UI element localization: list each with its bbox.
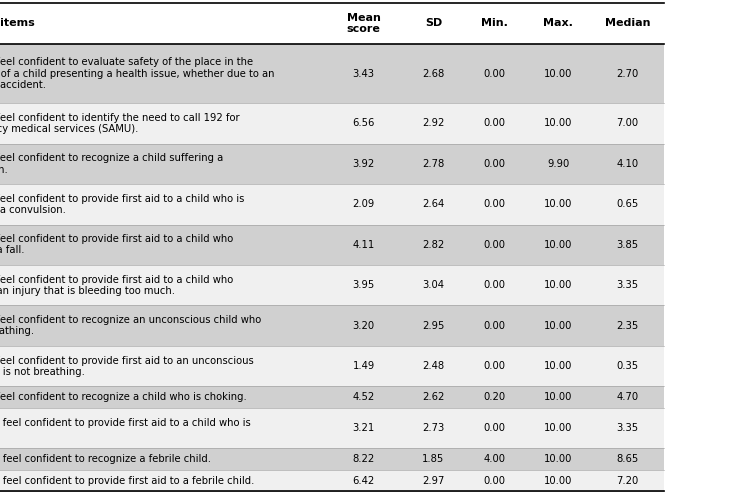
Text: 0.65: 0.65 [616,200,639,209]
Text: 3.21: 3.21 [353,423,374,433]
Text: 2.35: 2.35 [616,321,639,331]
Text: 2.68: 2.68 [422,69,445,79]
Text: 6.42: 6.42 [353,476,374,486]
Text: 4.11: 4.11 [353,240,374,250]
Text: 2.48: 2.48 [422,361,445,371]
Text: 3.85: 3.85 [616,240,639,250]
Text: Item 5: I feel confident to provide first aid to a child who
suffered a fall.: Item 5: I feel confident to provide firs… [0,234,233,256]
Text: Item 1: I feel confident to evaluate safety of the place in the
presence of a ch: Item 1: I feel confident to evaluate saf… [0,57,274,90]
Text: 10.00: 10.00 [544,118,572,129]
Text: Item 7: I feel confident to recognize an unconscious child who
is not breathing.: Item 7: I feel confident to recognize an… [0,315,261,336]
Text: 4.10: 4.10 [616,159,639,169]
Text: 8.65: 8.65 [616,454,639,464]
Text: 4.00: 4.00 [483,454,506,464]
Text: 2.62: 2.62 [422,392,445,402]
Text: 7.20: 7.20 [616,476,639,486]
Text: Item 11: I feel confident to recognize a febrile child.: Item 11: I feel confident to recognize a… [0,454,210,464]
Text: 2.78: 2.78 [422,159,445,169]
Text: 3.95: 3.95 [353,280,374,290]
Bar [0,225,664,265]
Text: 0.00: 0.00 [483,280,506,290]
Text: Median: Median [605,18,650,28]
Text: 10.00: 10.00 [544,454,572,464]
Text: 2.95: 2.95 [422,321,445,331]
Text: 2.64: 2.64 [422,200,445,209]
Bar [0,184,664,225]
Bar [0,346,664,387]
Text: 10.00: 10.00 [544,392,572,402]
Text: Item 2: I feel confident to identify the need to call 192 for
emergency medical : Item 2: I feel confident to identify the… [0,113,239,134]
Text: 10.00: 10.00 [544,476,572,486]
Text: 10.00: 10.00 [544,361,572,371]
Text: Item 12: I feel confident to provide first aid to a febrile child.: Item 12: I feel confident to provide fir… [0,476,254,486]
Text: 0.00: 0.00 [483,240,506,250]
Text: 4.52: 4.52 [353,392,374,402]
Text: Item 4: I feel confident to provide first aid to a child who is
suffering a conv: Item 4: I feel confident to provide firs… [0,194,244,215]
Text: 3.20: 3.20 [353,321,374,331]
Bar [0,408,664,449]
Text: Item 10: I feel confident to provide first aid to a child who is
choking.: Item 10: I feel confident to provide fir… [0,417,250,439]
Bar [0,449,664,470]
Text: 0.00: 0.00 [483,118,506,129]
Text: 3.04: 3.04 [422,280,445,290]
Text: 0.00: 0.00 [483,159,506,169]
Text: 0.00: 0.00 [483,69,506,79]
Text: 0.00: 0.00 [483,200,506,209]
Text: 10.00: 10.00 [544,423,572,433]
Text: 0.35: 0.35 [616,361,639,371]
Text: Max.: Max. [543,18,573,28]
Text: Item 9: I feel confident to recognize a child who is choking.: Item 9: I feel confident to recognize a … [0,392,246,402]
Text: 0.00: 0.00 [483,423,506,433]
Text: 10.00: 10.00 [544,280,572,290]
Text: 6.56: 6.56 [353,118,374,129]
Text: Mean
score: Mean score [347,13,380,34]
Text: 2.70: 2.70 [616,69,639,79]
Text: SD: SD [424,18,442,28]
Text: 4.70: 4.70 [616,392,639,402]
Text: 3.43: 3.43 [353,69,374,79]
Text: 9.90: 9.90 [547,159,569,169]
Text: 8.22: 8.22 [353,454,374,464]
Bar [0,265,664,305]
Text: 2.92: 2.92 [422,118,445,129]
Bar [0,103,664,144]
Text: 10.00: 10.00 [544,200,572,209]
Text: Item 8: I feel confident to provide first aid to an unconscious
child who is not: Item 8: I feel confident to provide firs… [0,355,253,377]
Bar [0,387,664,408]
Bar [0,3,664,44]
Text: 0.00: 0.00 [483,321,506,331]
Text: 10.00: 10.00 [544,69,572,79]
Text: 1.85: 1.85 [422,454,445,464]
Text: 7.00: 7.00 [616,118,639,129]
Text: 1.49: 1.49 [353,361,374,371]
Text: Min.: Min. [481,18,508,28]
Text: 0.00: 0.00 [483,476,506,486]
Bar [0,144,664,184]
Bar [0,305,664,346]
Bar [0,470,664,491]
Bar [0,44,664,103]
Text: Scale’s items: Scale’s items [0,18,34,28]
Text: Item 6: I feel confident to provide first aid to a child who
suffered an injury : Item 6: I feel confident to provide firs… [0,275,233,296]
Text: 10.00: 10.00 [544,321,572,331]
Text: 3.35: 3.35 [616,280,639,290]
Text: 3.35: 3.35 [616,423,639,433]
Text: 0.00: 0.00 [483,361,506,371]
Text: 2.82: 2.82 [422,240,445,250]
Text: 2.97: 2.97 [422,476,445,486]
Text: 0.20: 0.20 [483,392,506,402]
Text: 3.92: 3.92 [353,159,374,169]
Text: 2.73: 2.73 [422,423,445,433]
Text: 2.09: 2.09 [353,200,374,209]
Text: Item 3: I feel confident to recognize a child suffering a
convulsion.: Item 3: I feel confident to recognize a … [0,153,223,174]
Text: 10.00: 10.00 [544,240,572,250]
